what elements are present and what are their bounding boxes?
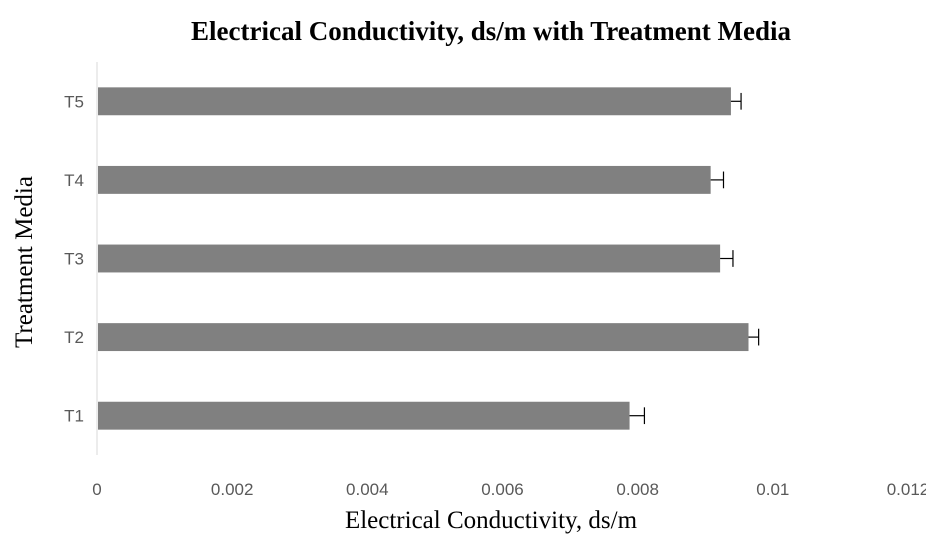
y-tick-labels: T1 T2 T3 T4 T5	[64, 92, 84, 425]
x-tick-label: 0.002	[211, 480, 254, 499]
x-tick-label: 0.004	[346, 480, 389, 499]
bar-t2	[98, 323, 749, 352]
x-tick-label: 0.006	[481, 480, 524, 499]
y-tick-label-t2: T2	[64, 328, 84, 347]
x-tick-label: 0	[92, 480, 101, 499]
bars-group	[98, 87, 760, 430]
chart-title: Electrical Conductivity, ds/m with Treat…	[191, 16, 791, 46]
error-bar-t3	[720, 250, 734, 267]
x-axis-title: Electrical Conductivity, ds/m	[345, 507, 638, 534]
bar-t5	[98, 87, 731, 116]
x-tick-labels: 0 0.002 0.004 0.006 0.008 0.01 0.012	[92, 480, 926, 499]
x-tick-label: 0.01	[756, 480, 789, 499]
error-bar-t2	[748, 328, 760, 346]
y-tick-label-t1: T1	[64, 407, 84, 426]
bar-t1	[98, 401, 630, 430]
bar-t3	[98, 244, 721, 273]
x-tick-label: 0.008	[616, 480, 659, 499]
y-tick-label-t3: T3	[64, 250, 84, 269]
error-bar-t4	[710, 171, 725, 189]
bar-t4	[98, 165, 711, 194]
y-axis-title: Treatment Media	[11, 176, 38, 348]
y-tick-label-t4: T4	[64, 171, 84, 190]
x-tick-label: 0.012	[887, 480, 926, 499]
y-tick-label-t5: T5	[64, 92, 84, 111]
error-bar-t1	[629, 407, 646, 425]
error-bar-t5	[730, 92, 742, 110]
